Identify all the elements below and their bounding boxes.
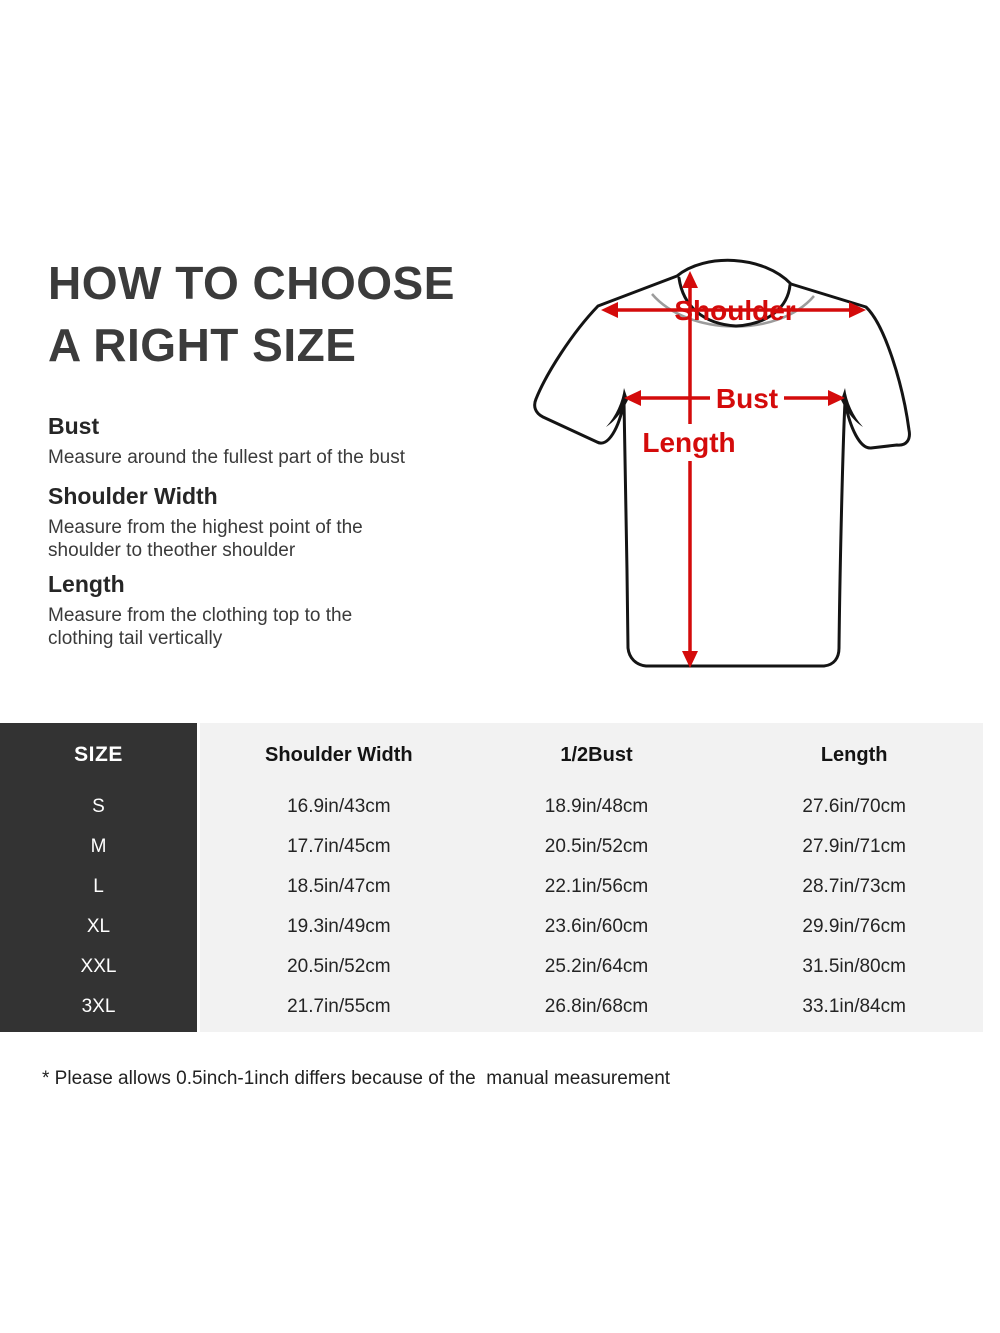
instruction-bust: Bust Measure around the fullest part of … — [48, 413, 405, 469]
table-row: 21.7in/55cm 26.8in/68cm 33.1in/84cm — [210, 987, 983, 1027]
cell-shoulder-width: 19.3in/49cm — [287, 916, 391, 937]
cell-shoulder-width: 20.5in/52cm — [287, 956, 391, 977]
header-half-bust: 1/2Bust — [560, 743, 633, 766]
cell-half-bust: 23.6in/60cm — [544, 916, 649, 937]
table-header-row: Shoulder Width 1/2Bust Length — [210, 723, 983, 787]
tshirt-outline — [533, 258, 911, 668]
measurement-disclaimer: * Please allows 0.5inch-1inch differs be… — [42, 1068, 671, 1089]
bust-arrowhead-right — [828, 390, 845, 406]
size-column-header: SIZE — [74, 743, 123, 766]
instruction-length-heading: Length — [48, 571, 125, 597]
size-label-s: S — [92, 796, 105, 817]
page-title: HOW TO CHOOSE A RIGHT SIZE — [48, 252, 455, 376]
size-table: SIZE S M L XL XXL 3XL Shoulder Width 1/2… — [0, 723, 983, 1032]
tshirt-diagram-svg: Shoulder Bust Length — [533, 258, 911, 668]
size-label-xxl: XXL — [80, 956, 117, 977]
instruction-bust-heading: Bust — [48, 413, 100, 439]
size-column: SIZE S M L XL XXL 3XL — [0, 723, 197, 1032]
measurement-columns: Shoulder Width 1/2Bust Length 16.9in/43c… — [200, 723, 983, 1032]
left-underarm-shade — [606, 388, 628, 427]
cell-half-bust: 25.2in/64cm — [544, 956, 649, 977]
cell-shoulder-width: 17.7in/45cm — [287, 836, 391, 857]
cell-length: 27.9in/71cm — [802, 836, 906, 857]
size-label-l: L — [93, 876, 104, 897]
size-label-3xl: 3XL — [81, 996, 116, 1017]
instruction-length-text-line2: clothing tail vertically — [48, 628, 223, 649]
table-row: 18.5in/47cm 22.1in/56cm 28.7in/73cm — [210, 867, 983, 907]
table-row: 16.9in/43cm 18.9in/48cm 27.6in/70cm — [210, 787, 983, 827]
cell-half-bust: 26.8in/68cm — [544, 996, 649, 1017]
page-title-line2: A RIGHT SIZE — [48, 319, 357, 371]
shoulder-arrowhead-left — [601, 302, 618, 318]
cell-half-bust: 20.5in/52cm — [544, 836, 649, 857]
table-row: 19.3in/49cm 23.6in/60cm 29.9in/76cm — [210, 907, 983, 947]
cell-length: 27.6in/70cm — [802, 796, 906, 817]
length-arrowhead-bottom — [682, 651, 698, 668]
table-row: 17.7in/45cm 20.5in/52cm 27.9in/71cm — [210, 827, 983, 867]
cell-shoulder-width: 18.5in/47cm — [287, 876, 391, 897]
size-label-m: M — [90, 836, 107, 857]
bust-arrow-label: Bust — [716, 383, 778, 414]
instruction-shoulder-text-line1: Measure from the highest point of the — [48, 517, 363, 538]
length-arrowhead-top — [682, 271, 698, 288]
cell-length: 29.9in/76cm — [802, 916, 906, 937]
shoulder-arrow-label: Shoulder — [674, 295, 795, 326]
bust-arrowhead-left — [624, 390, 641, 406]
length-arrow-label: Length — [642, 427, 735, 458]
instruction-shoulder-heading: Shoulder Width — [48, 483, 218, 509]
instruction-length-text-line1: Measure from the clothing top to the — [48, 605, 353, 626]
cell-half-bust: 18.9in/48cm — [544, 796, 649, 817]
cell-half-bust: 22.1in/56cm — [544, 876, 649, 897]
size-label-xl: XL — [86, 916, 111, 937]
cell-length: 33.1in/84cm — [802, 996, 906, 1017]
cell-length: 31.5in/80cm — [802, 956, 906, 977]
shoulder-arrowhead-right — [849, 302, 866, 318]
right-underarm-shade — [841, 388, 863, 427]
cell-shoulder-width: 21.7in/55cm — [287, 996, 391, 1017]
instruction-shoulder: Shoulder Width Measure from the highest … — [48, 483, 363, 562]
cell-length: 28.7in/73cm — [802, 876, 906, 897]
table-row: 20.5in/52cm 25.2in/64cm 31.5in/80cm — [210, 947, 983, 987]
instruction-bust-text: Measure around the fullest part of the b… — [48, 447, 405, 468]
instruction-shoulder-text-line2: shoulder to theother shoulder — [48, 540, 296, 561]
cell-shoulder-width: 16.9in/43cm — [287, 796, 391, 817]
tshirt-measurement-diagram: Shoulder Bust Length — [500, 240, 920, 700]
page-title-line1: HOW TO CHOOSE — [48, 257, 455, 309]
header-length: Length — [820, 743, 888, 766]
collar-opening — [677, 276, 792, 328]
instruction-length: Length Measure from the clothing top to … — [48, 571, 352, 650]
header-shoulder-width: Shoulder Width — [265, 743, 413, 766]
